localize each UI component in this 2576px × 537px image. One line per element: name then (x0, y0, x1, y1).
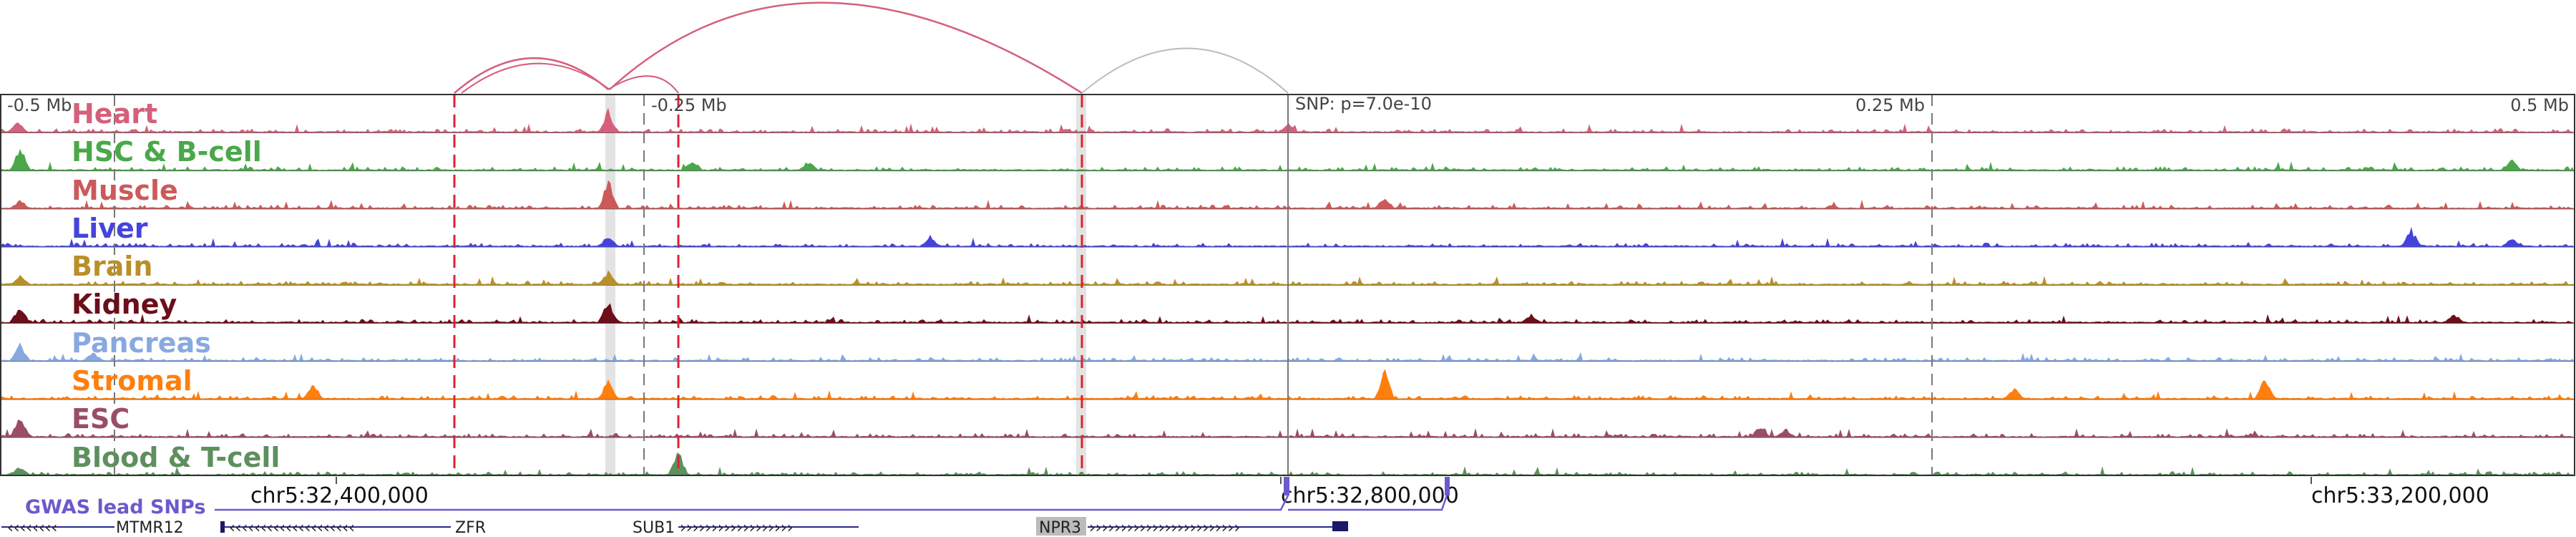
track-label-heart: Heart (72, 98, 157, 130)
gene-label-background (1036, 517, 1086, 536)
track-label-blood-tcell: Blood & T-cell (72, 442, 280, 473)
chromatin-loop-arcs (454, 1, 1289, 95)
gene-mtmr12: ‹‹‹‹‹‹‹‹ MTMR12 (1, 519, 184, 537)
gwas-snp-marker (1284, 477, 1289, 495)
snp-pvalue-label: SNP: p=7.0e-10 (1295, 94, 1432, 114)
scale-label: -0.25 Mb (651, 95, 727, 115)
gene-exon (1332, 521, 1348, 531)
gene-npr3: NPR3 ›››››››››››››››››››››››› (1036, 517, 1348, 537)
marker-lines (114, 95, 1933, 475)
scale-label: 0.5 Mb (2510, 95, 2569, 115)
gwas-snp-marker (1445, 477, 1450, 495)
track-label-pancreas: Pancreas (72, 327, 211, 359)
scale-label: 0.25 Mb (1855, 95, 1925, 115)
gene-exon (220, 521, 225, 533)
track-label-esc: ESC (72, 403, 130, 435)
track-label-stromal: Stromal (72, 365, 192, 397)
scale-label: -0.5 Mb (7, 95, 72, 115)
loop-arc (454, 57, 609, 94)
loop-arc (1081, 47, 1289, 94)
track-label-brain: Brain (72, 251, 152, 282)
track-frame (0, 94, 2575, 476)
strand-arrows: ›››››››››››››››››› (680, 519, 793, 537)
gene-track: ‹‹‹‹‹‹‹‹ MTMR12 ‹‹‹‹‹‹‹‹‹‹‹‹‹‹‹‹‹‹‹‹ ZFR… (1, 517, 1348, 537)
loop-arc (461, 62, 610, 94)
gene-label-npr3: NPR3 (1039, 519, 1081, 537)
gene-label-sub1: SUB1 (633, 519, 675, 537)
track-label-kidney: Kidney (72, 289, 177, 320)
track-labels: Heart HSC & B-cell Muscle Liver Brain Ki… (72, 98, 280, 473)
gwas-connector (215, 495, 1448, 511)
track-label-liver: Liver (72, 213, 148, 244)
track-label-hsc-bcell: HSC & B-cell (72, 136, 262, 168)
strand-arrows: ›››››››››››››››››››››››› (1089, 519, 1240, 537)
signal-track-4 (1, 270, 2574, 285)
coordinate-label: chr5:32,800,000 (1281, 483, 1459, 508)
loop-arc (609, 1, 1083, 95)
strand-arrows: ‹‹‹‹‹‹‹‹ (7, 519, 57, 537)
strand-arrows: ‹‹‹‹‹‹‹‹‹‹‹‹‹‹‹‹‹‹‹‹ (229, 519, 355, 537)
signal-track-3 (1, 226, 2574, 247)
gene-sub1: SUB1 ›››››››››››››››››› (633, 519, 859, 537)
gene-zfr: ‹‹‹‹‹‹‹‹‹‹‹‹‹‹‹‹‹‹‹‹ ZFR (220, 519, 486, 537)
signal-track-5 (1, 303, 2574, 324)
coordinate-label: chr5:32,400,000 (250, 483, 429, 508)
gwas-track-label: GWAS lead SNPs (25, 496, 205, 518)
gwas-track: chr5:32,400,000 chr5:32,800,000 chr5:33,… (25, 477, 2489, 518)
gene-label-mtmr12: MTMR12 (116, 519, 184, 537)
coordinate-label: chr5:33,200,000 (2311, 483, 2489, 508)
track-label-muscle: Muscle (72, 175, 178, 206)
signal-track-6 (1, 342, 2574, 362)
loop-arc (608, 75, 679, 94)
gene-label-zfr: ZFR (455, 519, 486, 537)
